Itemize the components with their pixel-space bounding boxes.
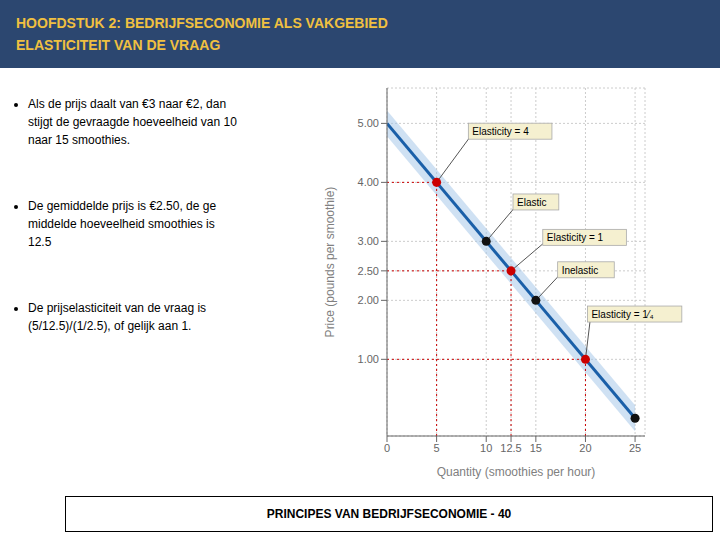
svg-text:Inelastic: Inelastic [562, 265, 599, 276]
html-text:HOOFDSTUK 2: BEDRIJFSECONOMIE: HOOFDSTUK 2: BEDRIJFSECONOMIE ALS VAKGEB… [16, 15, 388, 31]
svg-text:5: 5 [434, 442, 440, 454]
svg-text:12.5: 12.5 [500, 442, 521, 454]
svg-text:25: 25 [629, 442, 641, 454]
svg-text:Quantity (smoothies per hour): Quantity (smoothies per hour) [437, 465, 596, 479]
svg-text:Elasticity = 4: Elasticity = 4 [472, 126, 529, 137]
html-text:PRINCIPES VAN BEDRIJFSECONOMIE: PRINCIPES VAN BEDRIJFSECONOMIE - 40 [266, 507, 512, 521]
html-text:De prijselasticiteit van de vr: De prijselasticiteit van de vraag is (5/… [28, 301, 207, 333]
svg-text:3.00: 3.00 [358, 235, 379, 247]
svg-text:Elasticity = 1⁄₄: Elasticity = 1⁄₄ [591, 309, 653, 320]
svg-text:15: 15 [530, 442, 542, 454]
html-text:Als de prijs daalt van €3 naar: Als de prijs daalt van €3 naar €2, dan s… [28, 97, 237, 147]
svg-text:0: 0 [384, 442, 390, 454]
svg-text:2.00: 2.00 [358, 294, 379, 306]
svg-text:5.00: 5.00 [358, 117, 379, 129]
svg-text:Price (pounds per smoothie): Price (pounds per smoothie) [323, 187, 337, 338]
svg-text:2.50: 2.50 [358, 265, 379, 277]
svg-text:20: 20 [579, 442, 591, 454]
svg-text:4.00: 4.00 [358, 176, 379, 188]
svg-text:1.00: 1.00 [358, 353, 379, 365]
svg-text:Elastic: Elastic [517, 197, 546, 208]
html-text:ELASTICITEIT VAN DE VRAAG: ELASTICITEIT VAN DE VRAAG [16, 37, 221, 53]
svg-text:Elasticity = 1: Elasticity = 1 [547, 232, 604, 243]
html-text:De gemiddelde prijs is €2.50,: De gemiddelde prijs is €2.50, de ge midd… [28, 199, 217, 249]
svg-text:10: 10 [480, 442, 492, 454]
